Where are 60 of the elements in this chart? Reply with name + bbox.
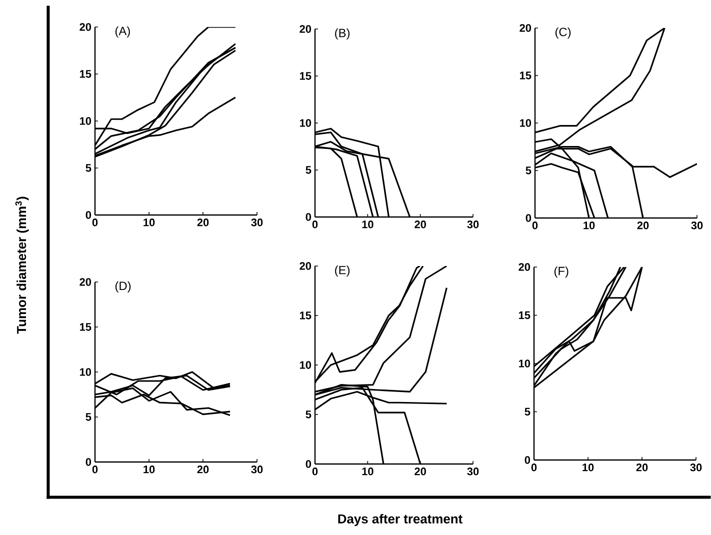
y-tick-label: 20 xyxy=(80,278,92,286)
chart-title: (E) xyxy=(335,266,350,277)
x-tick-label: 0 xyxy=(531,464,537,472)
chart-title: (F) xyxy=(554,266,568,278)
x-axis-title: Days after treatment xyxy=(338,514,462,526)
x-tick-label: 0 xyxy=(312,468,318,476)
x-tick-label: 10 xyxy=(144,218,155,226)
x-tick-label: 30 xyxy=(691,222,703,230)
x-tick-label: 0 xyxy=(312,220,318,228)
y-tick-label: 0 xyxy=(86,458,92,466)
y-tick-label: 10 xyxy=(80,368,92,376)
y-tick-label: 0 xyxy=(86,211,92,219)
x-tick-label: 0 xyxy=(92,466,98,474)
chart-title: (A) xyxy=(115,26,130,38)
x-tick-label: 20 xyxy=(637,222,649,230)
y-tick-label: 20 xyxy=(520,24,532,32)
chart-title: (D) xyxy=(115,281,131,292)
y-tick-label: 5 xyxy=(306,410,312,418)
x-tick-label: 30 xyxy=(467,468,479,476)
y-tick-label: 0 xyxy=(306,213,312,221)
y-tick-label: 5 xyxy=(526,166,532,174)
y-tick-label: 5 xyxy=(306,166,312,174)
y-tick-label: 15 xyxy=(300,312,312,320)
y-tick-label: 20 xyxy=(300,262,312,270)
x-tick-label: 0 xyxy=(92,218,98,226)
x-tick-label: 20 xyxy=(636,464,648,472)
y-tick-label: 0 xyxy=(524,456,530,464)
x-tick-label: 10 xyxy=(584,222,595,230)
x-tick-label: 10 xyxy=(582,464,594,472)
y-tick-label: 10 xyxy=(300,361,312,369)
y-tick-label: 10 xyxy=(518,360,530,368)
x-tick-label: 10 xyxy=(144,466,155,474)
y-tick-label: 20 xyxy=(300,25,312,33)
x-tick-label: 30 xyxy=(251,218,263,226)
x-tick-label: 20 xyxy=(197,218,209,226)
x-tick-label: 0 xyxy=(532,222,538,230)
x-tick-label: 20 xyxy=(414,220,426,228)
x-tick-label: 30 xyxy=(251,466,263,474)
y-tick-label: 10 xyxy=(520,119,532,127)
x-tick-label: 30 xyxy=(467,220,479,228)
y-tick-label: 20 xyxy=(518,263,530,271)
chart-title: (C) xyxy=(555,27,571,39)
x-tick-label: 10 xyxy=(362,220,374,228)
y-tick-label: 20 xyxy=(80,23,92,31)
y-tick-label: 5 xyxy=(86,164,92,172)
y-tick-label: 10 xyxy=(80,117,92,125)
y-tick-label: 5 xyxy=(86,413,92,421)
y-tick-label: 5 xyxy=(524,408,530,416)
x-tick-label: 20 xyxy=(414,468,426,476)
y-tick-label: 15 xyxy=(518,311,530,320)
x-tick-label: 10 xyxy=(362,468,374,476)
x-tick-label: 20 xyxy=(197,466,209,474)
y-tick-label: 10 xyxy=(300,119,312,127)
chart-title: (B) xyxy=(335,28,350,40)
y-tick-label: 15 xyxy=(80,70,92,78)
y-axis-title: Tumor diameter (mm$^{3}$) xyxy=(15,196,29,334)
y-tick-label: 15 xyxy=(520,72,532,80)
y-tick-label: 15 xyxy=(80,323,92,331)
y-tick-label: 15 xyxy=(300,72,312,80)
x-tick-label: 30 xyxy=(690,464,702,472)
